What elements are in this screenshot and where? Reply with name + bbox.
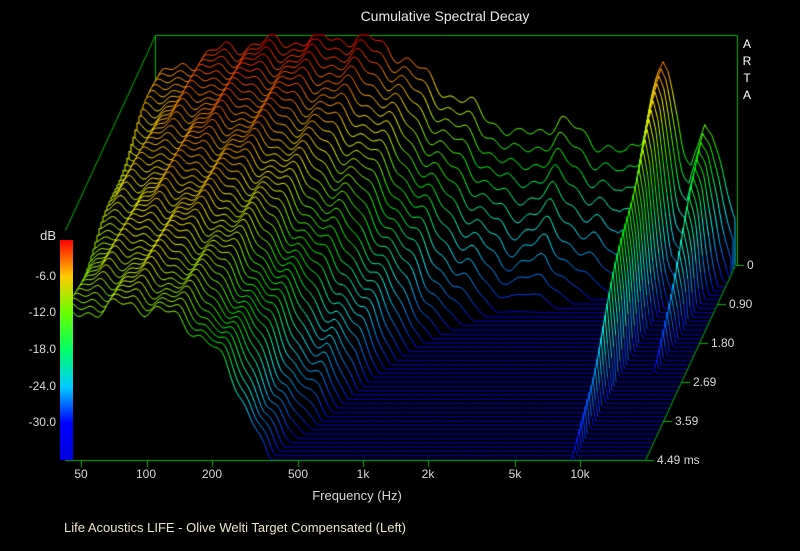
measurement-caption: Life Acoustics LIFE - Olive Welti Target… xyxy=(64,520,406,535)
freq-tick-50: 50 xyxy=(74,467,88,481)
time-tick-180: 1.80 xyxy=(711,336,735,350)
db-tick-minus6: -6.0 xyxy=(35,269,56,283)
frequency-axis-label: Frequency (Hz) xyxy=(312,488,402,503)
freq-tick-1k: 1k xyxy=(356,467,370,481)
arta-watermark: A R T A xyxy=(738,36,756,104)
freq-tick-2k: 2k xyxy=(421,467,435,481)
freq-tick-500: 500 xyxy=(287,467,309,481)
db-tick-minus24: -24.0 xyxy=(28,379,56,393)
db-tick-minus12: -12.0 xyxy=(28,305,56,319)
freq-tick-100: 100 xyxy=(135,467,157,481)
time-tick-269: 2.69 xyxy=(693,375,717,389)
freq-tick-10k: 10k xyxy=(570,467,590,481)
chart-title: Cumulative Spectral Decay xyxy=(360,8,530,24)
time-tick-090: 0.90 xyxy=(729,297,753,311)
freq-tick-5k: 5k xyxy=(508,467,522,481)
time-tick-359: 3.59 xyxy=(675,414,699,428)
db-tick-minus30: -30.0 xyxy=(28,415,56,429)
arta-letter: A xyxy=(742,88,751,102)
time-tick-449ms: 4.49 ms xyxy=(657,453,700,467)
db-colorbar xyxy=(60,240,73,460)
time-tick-0: 0 xyxy=(747,258,754,272)
db-tick-minus18: -18.0 xyxy=(28,342,56,356)
arta-letter: T xyxy=(743,71,751,85)
arta-letter: A xyxy=(742,37,751,51)
arta-letter: R xyxy=(742,54,752,68)
freq-tick-200: 200 xyxy=(201,467,223,481)
db-axis-unit: dB xyxy=(40,228,56,243)
